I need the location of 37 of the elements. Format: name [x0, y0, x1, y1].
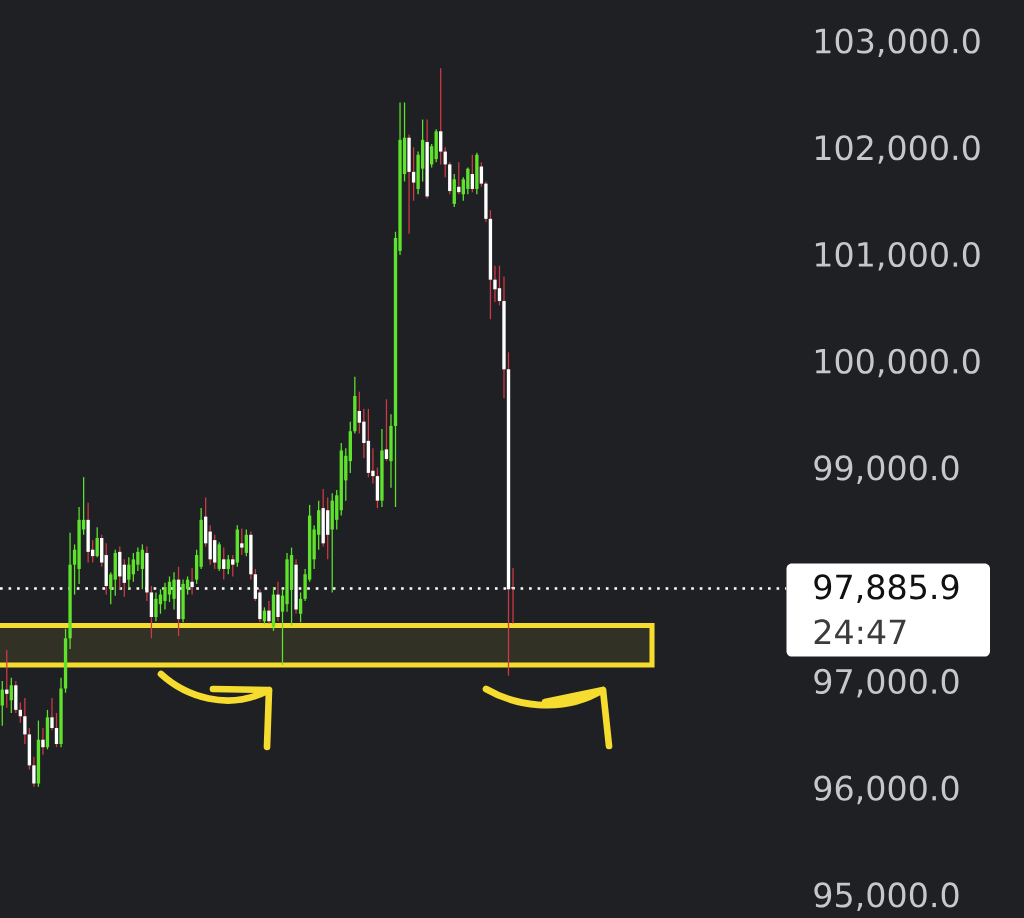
candlestick: [172, 571, 176, 611]
y-tick-label: 97,000.0: [814, 668, 959, 698]
candlestick: [470, 154, 475, 193]
candlestick: [163, 582, 167, 611]
candlestick: [131, 552, 136, 583]
candlestick: [50, 697, 54, 731]
y-tick-label: 102,000.0: [815, 135, 980, 164]
candlestick: [411, 146, 416, 202]
candlestick: [493, 265, 497, 303]
candlestick: [136, 546, 140, 572]
candlestick: [267, 600, 271, 625]
candlestick: [41, 727, 45, 756]
candlestick: [298, 591, 303, 623]
y-tick-label: 103,000.0: [815, 28, 980, 58]
candlestick: [167, 575, 172, 603]
candlestick: [439, 67, 443, 166]
candlestick: [32, 756, 36, 788]
candlestick: [127, 556, 131, 590]
candlestick: [231, 554, 235, 578]
y-tick-label: 95,000.0: [814, 882, 959, 911]
candlestick: [109, 571, 113, 605]
candlestick: [23, 697, 27, 745]
y-tick-label: 100,000.0: [815, 348, 980, 378]
candlestick: [9, 677, 13, 714]
ref-line-label: 97,885.9: [814, 574, 959, 603]
candlestick: [384, 398, 389, 462]
candlestick: [54, 712, 59, 748]
text: 24:47: [814, 619, 906, 644]
candlestick: [497, 265, 502, 306]
y-tick-label: 101,000.0: [815, 241, 980, 271]
candlestick: [154, 591, 158, 622]
candlestick: [240, 527, 244, 556]
y-tick-label: 99,000.0: [814, 455, 959, 484]
candlestick: [226, 554, 230, 575]
candlestick: [222, 546, 226, 581]
y-tick-label: 96,000.0: [814, 775, 959, 805]
candlestick: [213, 534, 217, 570]
